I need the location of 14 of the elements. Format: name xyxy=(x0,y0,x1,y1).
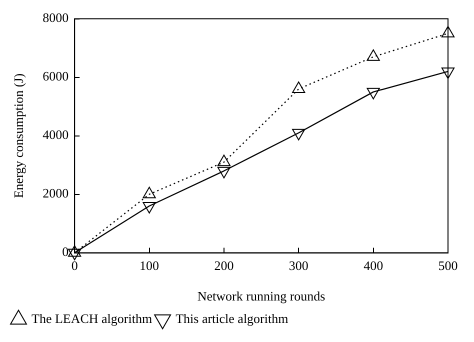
y-tick-label: 6000 xyxy=(42,68,69,84)
x-tick-label: 100 xyxy=(140,258,160,274)
x-tick-label: 300 xyxy=(288,258,308,274)
x-axis-title: Network running rounds xyxy=(197,288,326,304)
legend-label: The LEACH algorithm xyxy=(32,310,152,326)
y-tick-label: 0 xyxy=(62,244,69,260)
x-tick-label: 500 xyxy=(438,258,458,274)
y-tick-label: 8000 xyxy=(42,10,69,26)
legend-label: This article algorithm xyxy=(176,310,288,326)
y-tick-label: 2000 xyxy=(42,186,69,201)
x-tick-label: 400 xyxy=(364,258,384,274)
y-tick-label: 4000 xyxy=(42,127,69,142)
y-axis-title: Energy consumption (J) xyxy=(11,73,26,198)
x-tick-label: 200 xyxy=(214,258,234,274)
